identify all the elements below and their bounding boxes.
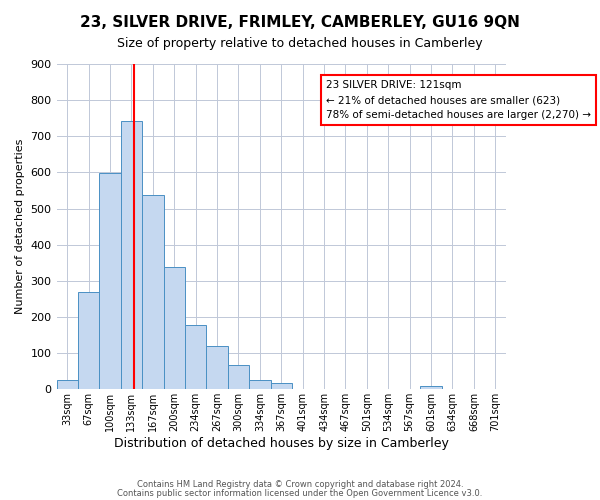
Bar — [421, 386, 442, 390]
Y-axis label: Number of detached properties: Number of detached properties — [15, 139, 25, 314]
Text: Contains public sector information licensed under the Open Government Licence v3: Contains public sector information licen… — [118, 488, 482, 498]
Bar — [164, 268, 185, 390]
Text: 23 SILVER DRIVE: 121sqm
← 21% of detached houses are smaller (623)
78% of semi-d: 23 SILVER DRIVE: 121sqm ← 21% of detache… — [326, 80, 591, 120]
Text: Contains HM Land Registry data © Crown copyright and database right 2024.: Contains HM Land Registry data © Crown c… — [137, 480, 463, 489]
Bar — [206, 346, 228, 390]
Bar — [249, 380, 271, 390]
Bar — [142, 195, 164, 390]
Text: 23, SILVER DRIVE, FRIMLEY, CAMBERLEY, GU16 9QN: 23, SILVER DRIVE, FRIMLEY, CAMBERLEY, GU… — [80, 15, 520, 30]
Text: Size of property relative to detached houses in Camberley: Size of property relative to detached ho… — [117, 38, 483, 51]
Bar — [56, 380, 78, 390]
Bar — [78, 292, 100, 390]
Bar — [271, 383, 292, 390]
Bar — [185, 325, 206, 390]
X-axis label: Distribution of detached houses by size in Camberley: Distribution of detached houses by size … — [114, 437, 449, 450]
Bar — [121, 121, 142, 390]
Bar — [100, 173, 121, 390]
Bar — [228, 366, 249, 390]
